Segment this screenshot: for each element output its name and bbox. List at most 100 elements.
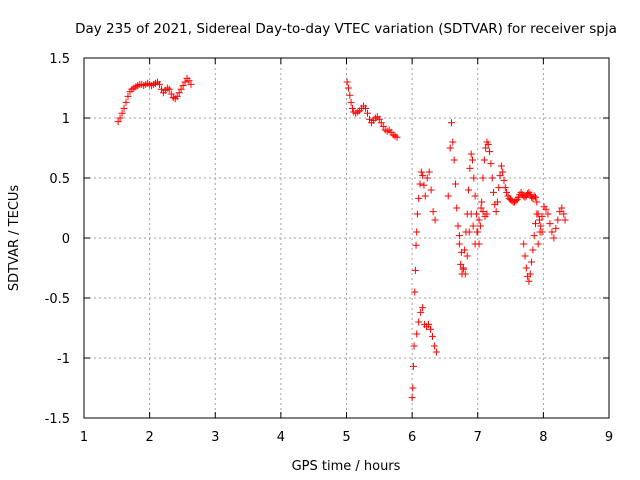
data-point <box>455 232 463 240</box>
data-point <box>409 362 417 370</box>
data-point <box>495 184 503 192</box>
data-point <box>477 204 485 212</box>
data-point <box>530 192 538 200</box>
data-point <box>534 240 542 248</box>
data-point <box>522 264 530 272</box>
data-point <box>556 208 564 216</box>
data-point <box>475 216 483 224</box>
data-point <box>535 216 543 224</box>
data-point <box>532 193 539 201</box>
data-point <box>444 192 452 200</box>
data-point <box>379 122 387 130</box>
data-point <box>550 234 558 242</box>
data-point <box>449 138 457 146</box>
data-point <box>417 168 425 176</box>
data-point <box>552 224 560 232</box>
data-point <box>175 89 183 97</box>
data-point <box>423 174 431 182</box>
data-point <box>408 394 416 402</box>
data-point <box>484 140 492 148</box>
series-segment-3 <box>408 168 439 402</box>
x-tick-label: 7 <box>474 430 482 445</box>
data-point <box>521 252 529 260</box>
data-point <box>457 260 465 268</box>
data-point <box>488 174 496 182</box>
data-point <box>377 119 385 127</box>
data-point <box>347 98 355 106</box>
data-point <box>469 222 477 230</box>
data-point <box>538 212 546 220</box>
data-point <box>362 104 370 112</box>
data-point <box>410 342 418 350</box>
x-tick-label: 8 <box>539 430 547 445</box>
data-point <box>493 198 501 206</box>
data-point <box>122 98 130 106</box>
data-point <box>427 325 434 333</box>
data-point <box>451 180 459 188</box>
series-segment-5 <box>444 119 546 278</box>
data-point <box>465 186 473 194</box>
data-point <box>499 168 507 176</box>
data-point <box>525 277 533 285</box>
data-point <box>548 228 556 236</box>
data-point <box>185 77 193 85</box>
data-point <box>346 91 354 99</box>
series-segment-7 <box>520 210 541 285</box>
data-point <box>412 241 420 249</box>
data-point <box>120 104 128 112</box>
data-point <box>465 228 473 236</box>
data-point <box>554 216 562 224</box>
data-point <box>155 80 163 88</box>
data-point <box>425 168 433 176</box>
y-tick-label: 1 <box>62 112 70 127</box>
chart-title: Day 235 of 2021, Sidereal Day-to-day VTE… <box>75 21 617 37</box>
data-point <box>457 248 465 256</box>
data-point <box>486 148 494 156</box>
data-point <box>415 194 423 202</box>
data-point <box>533 210 541 218</box>
data-point <box>453 204 461 212</box>
data-point <box>343 78 351 86</box>
data-point <box>421 192 429 200</box>
data-point <box>532 220 539 228</box>
data-point <box>487 160 495 168</box>
data-point <box>411 288 419 296</box>
data-point <box>537 222 545 230</box>
data-point <box>432 348 440 356</box>
data-point <box>455 240 463 248</box>
data-point <box>501 184 509 192</box>
series-segment-4 <box>413 304 440 356</box>
series-segment-1 <box>114 74 195 126</box>
data-point <box>520 240 528 248</box>
data-point <box>544 210 552 218</box>
x-tick-label: 3 <box>211 430 219 445</box>
data-point <box>114 118 122 126</box>
data-point <box>364 109 371 117</box>
data-point <box>542 205 550 213</box>
data-point <box>173 92 181 100</box>
data-point <box>471 192 479 200</box>
x-tick-label: 4 <box>277 430 285 445</box>
y-tick-label: -0.5 <box>45 292 70 307</box>
data-point <box>463 252 471 260</box>
data-point <box>546 220 554 228</box>
data-point <box>470 174 478 182</box>
data-point <box>450 156 458 164</box>
data-point <box>419 172 427 180</box>
data-point <box>560 210 568 218</box>
data-point <box>528 258 536 266</box>
data-point <box>467 210 475 218</box>
data-point <box>409 384 417 392</box>
data-point <box>177 85 185 93</box>
data-point <box>473 228 481 236</box>
data-point <box>471 240 479 248</box>
data-point <box>427 186 435 194</box>
data-point <box>413 330 421 338</box>
data-point <box>529 246 537 254</box>
data-point <box>375 115 383 123</box>
x-tick-labels: 1 2 3 4 5 6 7 8 9 <box>80 430 613 445</box>
data-point <box>530 232 538 240</box>
data-point <box>479 208 487 216</box>
data-point <box>393 133 401 141</box>
